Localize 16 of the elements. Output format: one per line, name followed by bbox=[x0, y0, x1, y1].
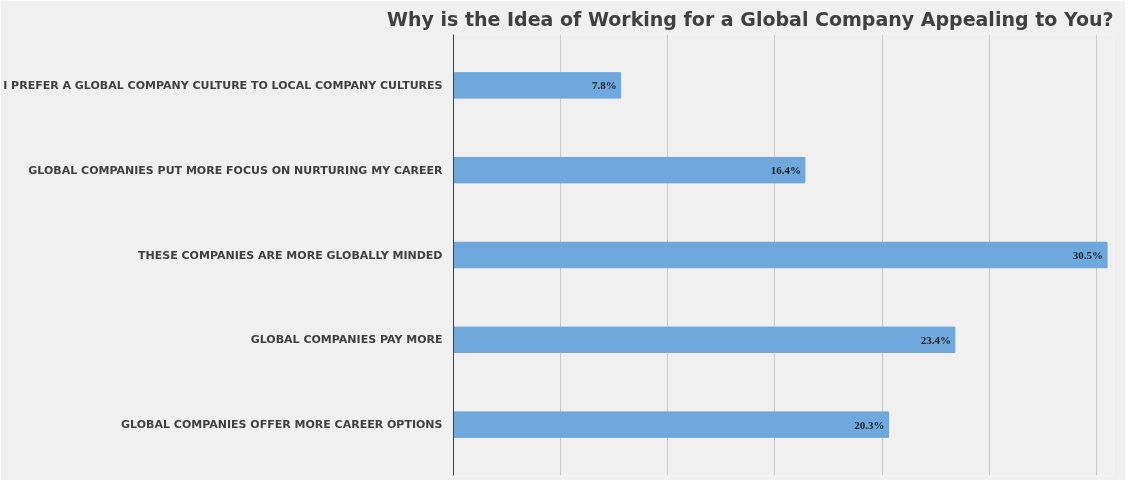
bar bbox=[453, 72, 622, 99]
bar bbox=[453, 411, 889, 438]
bar bbox=[453, 156, 806, 184]
y-tick-label: THESE COMPANIES ARE MORE GLOBALLY MINDED bbox=[138, 248, 443, 262]
y-tick-label: GLOBAL COMPANIES PAY MORE bbox=[250, 333, 443, 347]
y-tick-label: GLOBAL COMPANIES OFFER MORE CAREER OPTIONS bbox=[121, 418, 443, 432]
y-tick-label: I PREFER A GLOBAL COMPANY CULTURE TO LOCAL COMPANY CULTURES bbox=[3, 78, 443, 92]
bar bbox=[453, 241, 1108, 269]
data-label: 23.4% bbox=[920, 333, 951, 346]
data-label: 30.5% bbox=[1072, 249, 1104, 261]
chart-title: Why is the Idea of Working for a Global Company Appealing to You? bbox=[387, 7, 1114, 30]
bar bbox=[453, 326, 956, 354]
y-tick-label: GLOBAL COMPANIES PUT MORE FOCUS ON NURTURING MY CAREER bbox=[28, 163, 444, 177]
data-label: 7.8% bbox=[591, 79, 617, 92]
data-label: 20.3% bbox=[854, 418, 885, 431]
data-label: 16.4% bbox=[770, 164, 801, 177]
